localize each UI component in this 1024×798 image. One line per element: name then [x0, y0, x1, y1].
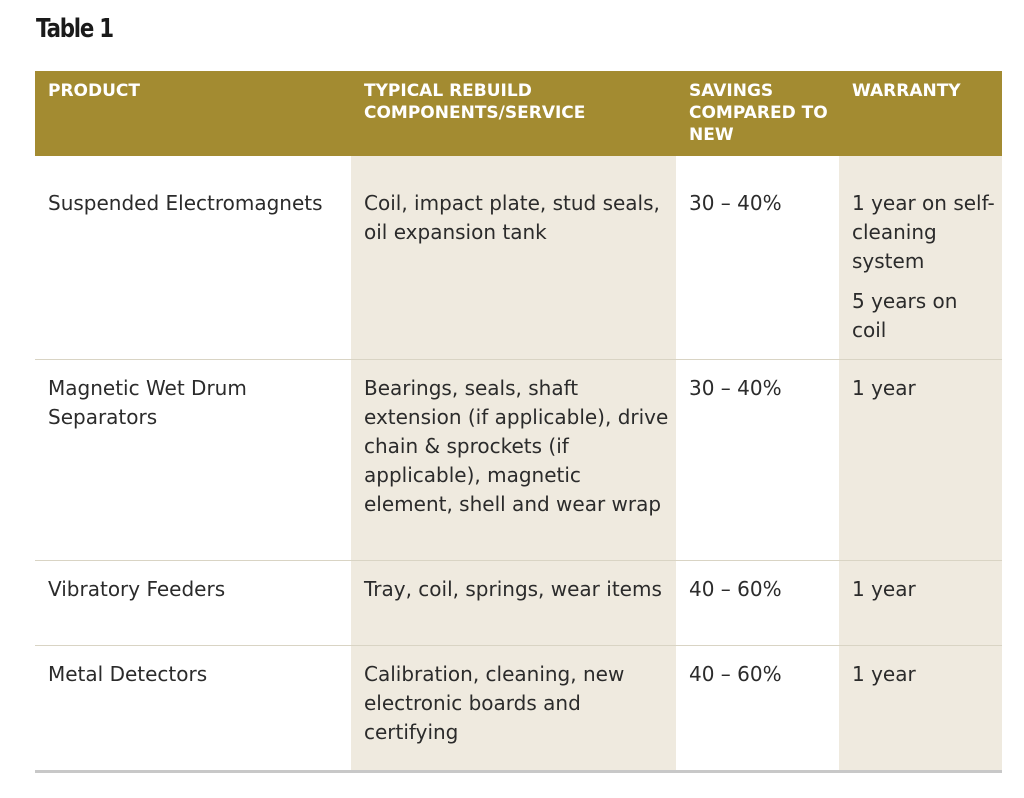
table-row: Suspended Electromagnets Coil, impact pl… [35, 156, 1002, 360]
table-caption: Table 1 [36, 14, 114, 44]
cell-product: Metal Detectors [35, 645, 351, 773]
cell-warranty: 1 year [839, 359, 1002, 561]
table-row: Metal Detectors Calibration, cleaning, n… [35, 645, 1002, 773]
cell-warranty: 1 year [839, 645, 1002, 773]
cell-components: Coil, impact plate, stud seals, oil expa… [351, 156, 676, 360]
cell-components: Tray, coil, springs, wear items [351, 560, 676, 646]
cell-product: Magnetic Wet Drum Separators [35, 359, 351, 561]
cell-product: Suspended Electromagnets [35, 156, 351, 360]
cell-product: Vibratory Feeders [35, 560, 351, 646]
cell-components: Bearings, seals, shaft extension (if app… [351, 359, 676, 561]
header-product: PRODUCT [35, 71, 351, 156]
warranty-line: 5 years on coil [852, 289, 958, 342]
table-row: Vibratory Feeders Tray, coil, springs, w… [35, 560, 1002, 646]
header-savings: SAVINGS COMPARED TO NEW [676, 71, 839, 156]
header-warranty: WARRANTY [839, 71, 1002, 156]
cell-components: Calibration, cleaning, new electronic bo… [351, 645, 676, 773]
cell-warranty: 1 year [839, 560, 1002, 646]
cell-savings: 30 – 40% [676, 359, 839, 561]
warranty-line: 1 year [852, 661, 916, 686]
warranty-line: 1 year [852, 375, 916, 400]
cell-savings: 40 – 60% [676, 645, 839, 773]
cell-savings: 30 – 40% [676, 156, 839, 360]
header-components: TYPICAL REBUILD COMPONENTS/SERVICE [351, 71, 676, 156]
table-row: Magnetic Wet Drum Separators Bearings, s… [35, 359, 1002, 561]
table-header-row: PRODUCT TYPICAL REBUILD COMPONENTS/SERVI… [35, 71, 1002, 156]
warranty-line: 1 year [852, 576, 916, 601]
cell-savings: 40 – 60% [676, 560, 839, 646]
cell-warranty: 1 year on self-cleaning system 5 years o… [839, 156, 1002, 360]
warranty-line: 1 year on self-cleaning system [852, 191, 995, 273]
rebuild-table: PRODUCT TYPICAL REBUILD COMPONENTS/SERVI… [35, 71, 1002, 773]
